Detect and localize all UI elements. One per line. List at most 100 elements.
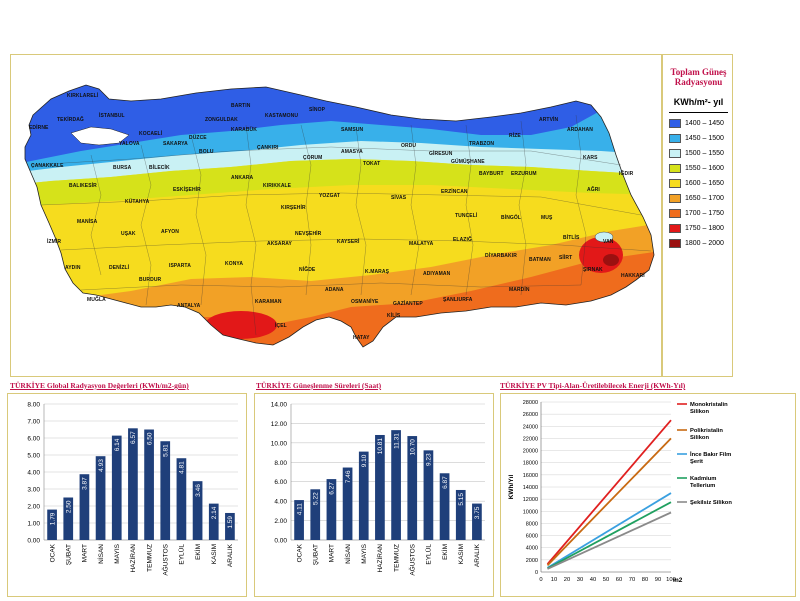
legend-item: 1600 – 1650 bbox=[669, 178, 724, 189]
country-border bbox=[24, 84, 655, 348]
city-label: KÜTAHYA bbox=[125, 199, 150, 205]
x-tick-label: TEMMUZ bbox=[393, 544, 400, 572]
city-label: KARS bbox=[583, 155, 598, 161]
y-tick-label: 2.00 bbox=[274, 518, 287, 525]
city-label: AKSARAY bbox=[267, 241, 292, 247]
bar-value-label: 1.59 bbox=[227, 516, 234, 529]
city-label: TOKAT bbox=[363, 161, 381, 167]
bar-value-label: 10.81 bbox=[377, 438, 384, 455]
legend-divider bbox=[669, 112, 728, 113]
city-label: TRABZON bbox=[469, 141, 495, 147]
x-tick-label: 70 bbox=[629, 577, 635, 583]
y-tick-label: 8.00 bbox=[27, 402, 40, 409]
x-tick-label: 90 bbox=[655, 577, 661, 583]
radiation-bar-chart: 0.00 1.00 2.00 3.00 4.00 5.00 6.00 7.00 8.00 1.79… bbox=[27, 402, 238, 576]
city-label: SİİRT bbox=[559, 255, 573, 261]
city-label: KIRIKKALE bbox=[263, 183, 292, 189]
legend-swatch bbox=[669, 194, 681, 203]
x-tick-label: MART bbox=[329, 544, 336, 562]
map-legend: Toplam Güneş Radyasyonu KWh/m²- yıl 1400… bbox=[662, 54, 733, 377]
y-tick-label: 1.00 bbox=[27, 521, 40, 528]
x-tick-label: NİSAN bbox=[343, 544, 352, 564]
city-label: ELAZIĞ bbox=[453, 237, 472, 243]
x-tick-label: 60 bbox=[616, 577, 622, 583]
city-label: YALOVA bbox=[119, 141, 140, 147]
city-label: KIRKLARELİ bbox=[67, 93, 99, 99]
city-label: KARABÜK bbox=[231, 127, 257, 133]
legend-swatch bbox=[669, 164, 681, 173]
bar-value-label: 9.23 bbox=[426, 453, 433, 466]
legend-item: 1800 – 2000 bbox=[669, 238, 724, 249]
x-tick-label: MART bbox=[82, 544, 89, 562]
legend-swatch bbox=[669, 209, 681, 218]
y-tick-label: 16000 bbox=[523, 473, 538, 479]
legend-entry: Şekilsiz Silikon bbox=[690, 500, 732, 506]
bar-mart bbox=[79, 474, 90, 540]
y-tick-label: 7.00 bbox=[27, 419, 40, 426]
city-label: TEKİRDAĞ bbox=[57, 117, 84, 123]
bar-value-label: 11.31 bbox=[393, 433, 400, 449]
city-label: İÇEL bbox=[275, 323, 287, 329]
bar-aralik bbox=[225, 512, 235, 540]
city-label: ÇANKIRI bbox=[257, 145, 279, 151]
y-tick-label: 8.00 bbox=[274, 460, 287, 467]
x-tick-label: 0 bbox=[539, 577, 542, 583]
city-label: KAYSERİ bbox=[337, 239, 360, 245]
series-line-kadmium-tellerium bbox=[547, 501, 672, 570]
bar-value-label: 2.14 bbox=[211, 506, 218, 519]
city-label: ISPARTA bbox=[169, 263, 191, 269]
legend-item: 1400 – 1450 bbox=[669, 118, 724, 129]
city-label: TUNCELİ bbox=[455, 213, 478, 219]
city-label: BİNGÖL bbox=[501, 215, 522, 221]
city-label: OSMANİYE bbox=[351, 299, 379, 305]
bar-aralik bbox=[472, 503, 482, 540]
legend-swatch bbox=[669, 134, 681, 143]
province-borders bbox=[30, 114, 652, 336]
city-label: SİNOP bbox=[309, 107, 326, 113]
city-label: ADANA bbox=[325, 287, 344, 293]
y-tick-label: 26000 bbox=[523, 412, 538, 418]
pv-line-chart: 0 2000 4000 6000 8000 10000 12000 14000 16000 180… bbox=[508, 400, 732, 584]
y-tick-label: 4.00 bbox=[274, 499, 287, 506]
legend-label: 1750 – 1800 bbox=[685, 225, 724, 232]
city-label: HATAY bbox=[353, 335, 370, 341]
city-label: HAKKARİ bbox=[621, 273, 645, 279]
bar-eyl-l bbox=[423, 450, 434, 540]
city-label: VAN bbox=[603, 239, 614, 245]
series-line-monokristalin-silikon bbox=[546, 419, 672, 565]
city-label: ERZURUM bbox=[511, 171, 537, 177]
bar-hazi-ran bbox=[128, 428, 138, 540]
turkey-map-svg bbox=[24, 84, 655, 348]
city-label: SİVAS bbox=[391, 195, 407, 201]
bar-eki-m bbox=[192, 481, 203, 540]
city-label: DİYARBAKIR bbox=[485, 253, 517, 259]
solar-radiation-map: KIRKLARELİ EDİRNE TEKİRDAĞ İSTANBUL ÇANAKKAL… bbox=[10, 54, 662, 377]
legend-label: 1650 – 1700 bbox=[685, 195, 724, 202]
city-label: KASTAMONU bbox=[265, 113, 299, 119]
bar-ocak bbox=[294, 500, 304, 540]
city-label: KONYA bbox=[225, 261, 244, 267]
x-tick-label: ŞUBAT bbox=[312, 544, 319, 565]
legend-label: 1550 – 1600 bbox=[685, 165, 724, 172]
y-tick-label: 10.00 bbox=[271, 440, 288, 447]
bar-value-label: 3.87 bbox=[82, 477, 89, 490]
y-tick-label: 28000 bbox=[523, 400, 538, 406]
city-label: BAYBURT bbox=[479, 171, 504, 177]
chart-title-sunshine: TÜRKİYE Güneşlenme Süreleri (Saat) bbox=[256, 381, 382, 390]
y-tick-label: 8000 bbox=[526, 521, 538, 527]
x-tick-label: KASIM bbox=[211, 544, 218, 564]
bar-value-label: 2.50 bbox=[65, 500, 72, 513]
legend-label: 1600 – 1650 bbox=[685, 180, 724, 187]
city-label: ADIYAMAN bbox=[423, 271, 451, 277]
y-tick-label: 3.00 bbox=[27, 487, 40, 494]
city-label: ESKİŞEHİR bbox=[173, 187, 201, 193]
x-tick-label: 20 bbox=[564, 577, 570, 583]
bar-a-ustos bbox=[160, 441, 171, 540]
bar-value-label: 5.81 bbox=[162, 444, 169, 457]
x-tick-label: MAYIS bbox=[114, 543, 121, 563]
x-tick-label: HAZİRAN bbox=[128, 544, 137, 573]
city-label: NİĞDE bbox=[299, 267, 316, 273]
bar-ocak bbox=[47, 509, 57, 540]
legend-label: 1500 – 1550 bbox=[685, 150, 724, 157]
x-tick-label: ŞUBAT bbox=[65, 544, 72, 565]
